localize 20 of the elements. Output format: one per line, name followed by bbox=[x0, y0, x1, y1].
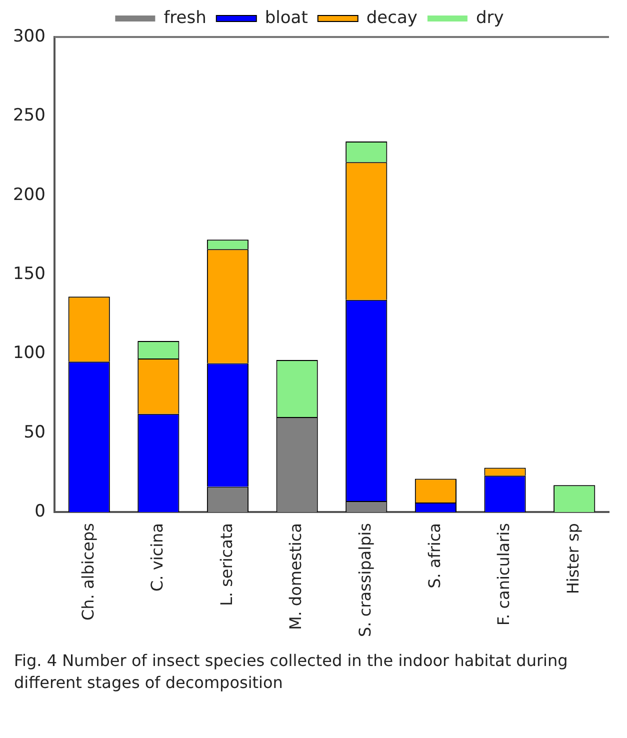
x-tick-label: Hister sp bbox=[563, 523, 582, 594]
y-tick-label: 100 bbox=[12, 343, 46, 364]
caption: Fig. 4 Number of insect species collected in the indoor habitat during different stages of decomposition bbox=[14, 650, 569, 694]
x-tick-label: Ch. albiceps bbox=[78, 523, 98, 620]
x-tick-label: C. vicina bbox=[148, 523, 167, 592]
y-tick-label: 0 bbox=[34, 501, 46, 522]
legend-label: fresh bbox=[164, 8, 206, 28]
x-tick-label: S. crassipalpis bbox=[356, 523, 375, 637]
x-tick-label: M. domestica bbox=[286, 523, 306, 630]
y-tick-label: 50 bbox=[24, 422, 46, 442]
x-tick-label: S. africa bbox=[424, 523, 444, 588]
legend-label: dry bbox=[476, 8, 504, 28]
y-tick-label: 250 bbox=[12, 106, 46, 126]
y-tick-label: 150 bbox=[12, 264, 46, 284]
legend-label: decay bbox=[366, 8, 418, 28]
y-tick-label: 300 bbox=[12, 26, 46, 46]
x-tick-label: F. canicularis bbox=[494, 523, 514, 626]
y-tick-label: 200 bbox=[12, 184, 46, 205]
x-tick-label: L. sericata bbox=[216, 523, 236, 606]
legend-label: bloat bbox=[264, 8, 308, 28]
